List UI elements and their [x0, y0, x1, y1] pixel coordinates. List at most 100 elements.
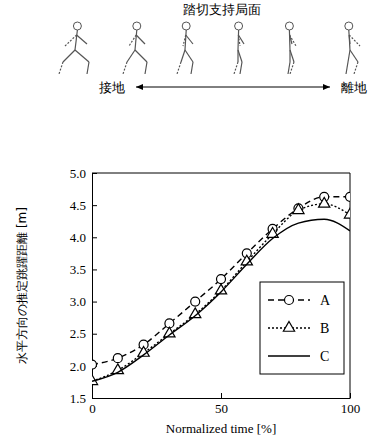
stick-limb — [135, 30, 137, 50]
stick-head — [235, 22, 243, 30]
tick: 3.0 — [70, 294, 97, 309]
data-point — [346, 192, 351, 201]
stick-limb — [349, 30, 350, 50]
stick-limb — [185, 50, 193, 62]
x-axis: 0 50 100 — [89, 393, 360, 416]
tick: 2.0 — [70, 359, 97, 374]
stick-head — [182, 22, 190, 30]
stick-limb — [87, 62, 89, 74]
stick-limb — [186, 35, 193, 44]
stick-head — [133, 22, 141, 30]
annotation: 離地 — [341, 80, 367, 95]
tick-label: 2.0 — [70, 359, 86, 374]
tick: 4.5 — [70, 198, 97, 213]
stick-head — [73, 22, 81, 30]
x-axis-title: Normalized time [%] — [166, 421, 276, 436]
stick-limb — [65, 35, 77, 46]
stick-limb — [354, 62, 358, 74]
legend-label: C — [320, 349, 329, 364]
stick-figure — [345, 22, 360, 74]
tick-label: 100 — [341, 401, 361, 416]
arrow-head — [136, 84, 143, 90]
tick-mark — [92, 237, 97, 238]
y-axis-title: 水平方向の推定跳躍距離 [m] — [15, 207, 29, 364]
stick-limb — [75, 30, 77, 50]
stick-limb — [290, 62, 294, 74]
stick-limb — [181, 50, 185, 62]
stick-figure — [59, 22, 89, 74]
tick: 1.5 — [70, 391, 97, 406]
legend: ABC — [260, 282, 344, 374]
stick-limb — [59, 62, 63, 74]
stick-limb — [237, 30, 239, 50]
tick-label: 3.0 — [70, 294, 86, 309]
stick-limb — [349, 35, 351, 44]
stick-figure — [234, 22, 244, 74]
data-point — [217, 275, 226, 284]
tick: 50 — [215, 393, 228, 416]
tick-label: 4.0 — [70, 230, 86, 245]
tick-label: 50 — [215, 401, 228, 416]
frame — [350, 173, 351, 398]
tick-label: 2.5 — [70, 326, 86, 341]
tick-label: 0 — [89, 401, 96, 416]
tick-mark — [92, 302, 97, 303]
stick-limb — [238, 35, 244, 44]
arrow-line — [136, 87, 330, 88]
stick-figure — [177, 22, 193, 74]
stick-limb — [289, 50, 290, 62]
data-point — [113, 354, 122, 363]
stick-figure — [285, 22, 296, 74]
stick-limb — [290, 50, 294, 62]
tick-label: 3.5 — [70, 262, 86, 277]
legend-box — [260, 282, 344, 374]
stick-limb — [350, 50, 358, 62]
stick-limb — [238, 50, 242, 62]
stick-limb — [177, 62, 181, 74]
tick-label: 5.0 — [70, 166, 86, 181]
legend-label: B — [320, 321, 329, 336]
data-point — [92, 360, 97, 369]
stick-limb — [288, 62, 290, 74]
stick-limb — [135, 50, 147, 62]
tick-mark — [92, 334, 97, 335]
y-axis: 1.5 2.0 2.5 3.0 3.5 4.0 4.5 5.0 — [70, 166, 97, 406]
stick-limb — [127, 50, 135, 62]
tick-mark — [92, 269, 97, 270]
tick-mark — [92, 205, 97, 206]
stick-head — [345, 22, 353, 30]
tick-mark — [92, 398, 97, 399]
annotation: 接地 — [99, 80, 125, 95]
legend-label: A — [320, 293, 331, 308]
tick: 3.5 — [70, 262, 97, 277]
stick-limb — [129, 35, 136, 46]
stick-head — [285, 22, 293, 30]
data-point — [319, 197, 330, 207]
stick-limb — [191, 62, 193, 74]
tick-label: 4.5 — [70, 198, 86, 213]
stick-limb — [136, 35, 145, 44]
stick-limb — [145, 62, 147, 74]
arrow-head — [323, 84, 330, 90]
stick-limb — [183, 35, 186, 46]
legend-marker — [285, 296, 294, 305]
series-line — [92, 204, 350, 381]
tick: 4.0 — [70, 230, 97, 245]
frame — [92, 173, 350, 174]
stick-limb — [75, 50, 89, 62]
title: 踏切支持局面 — [183, 2, 261, 17]
tick-mark — [221, 393, 222, 398]
stick-limb — [234, 62, 238, 74]
stick-limb — [290, 35, 292, 44]
tick-label: 1.5 — [70, 391, 86, 406]
series-line — [92, 219, 350, 381]
tick: 2.5 — [70, 326, 97, 341]
stick-limb — [290, 35, 296, 46]
axis-line — [93, 398, 351, 399]
stick-limb — [348, 50, 350, 62]
legend-line — [268, 355, 310, 356]
stick-limb — [349, 35, 360, 46]
stick-limb — [240, 62, 242, 74]
data-point — [293, 204, 304, 214]
stick-limb — [346, 62, 348, 74]
